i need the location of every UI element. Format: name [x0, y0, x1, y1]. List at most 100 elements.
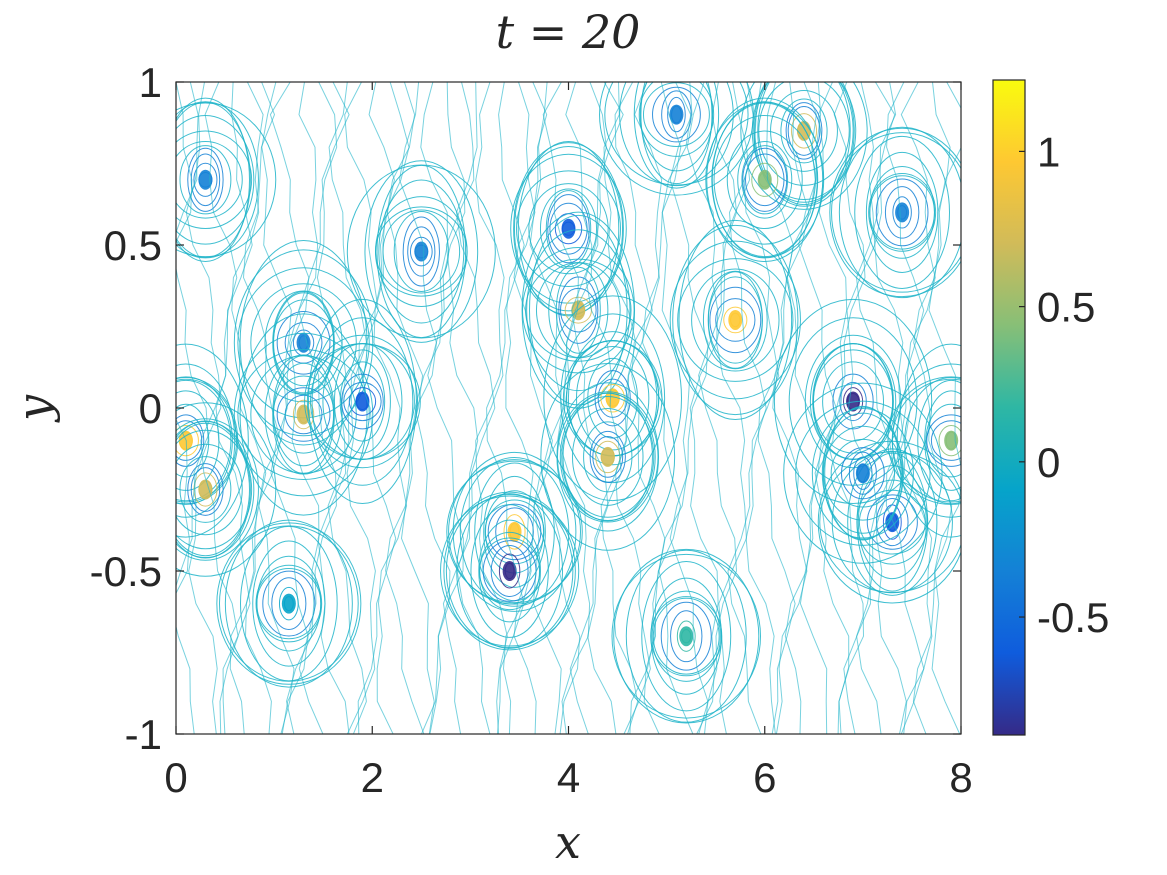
contour-line [741, 145, 789, 215]
contour-line [757, 82, 851, 206]
contour-line [567, 331, 658, 466]
contour-line [344, 82, 379, 734]
contour-line [187, 147, 224, 212]
contour-line [529, 82, 564, 734]
x-tick-label: 6 [753, 754, 776, 801]
contour-line [938, 424, 961, 457]
contour-line [826, 82, 866, 734]
contour-line [742, 147, 788, 212]
colorbar-tick-label: 0.5 [1037, 284, 1095, 331]
contour-line [374, 196, 468, 307]
contour-line [926, 414, 961, 467]
contour-line [652, 597, 720, 675]
contour-line [407, 226, 436, 277]
contour-line [795, 400, 931, 546]
contour-line [176, 101, 251, 258]
colorbar-tick-label: 1 [1037, 128, 1060, 175]
contour-line [838, 126, 961, 299]
contour-line [176, 422, 250, 557]
y-tick-label: 0 [139, 385, 162, 432]
contour-core [885, 512, 900, 533]
contour-line [614, 82, 653, 734]
contour-line [443, 491, 576, 651]
contour-line [304, 343, 421, 460]
contour-line [258, 82, 295, 734]
contour-line [821, 412, 904, 534]
contour-line [874, 82, 907, 734]
contour-line [785, 102, 823, 160]
contour-line [715, 298, 756, 342]
contour-line [743, 82, 780, 734]
contour-line [814, 82, 850, 734]
contour-line [787, 105, 821, 156]
contour-line [316, 82, 350, 734]
contour-line [757, 82, 796, 734]
contour-line [176, 403, 210, 478]
contour-line [541, 82, 581, 734]
contour-line [709, 286, 762, 354]
contour-line [176, 101, 259, 259]
contour-line [642, 82, 682, 734]
contour-core [571, 300, 586, 321]
contour-line [561, 396, 655, 518]
contour-line [176, 130, 253, 230]
contour-line [176, 343, 249, 538]
contour-line [276, 387, 331, 442]
contour-core [281, 593, 296, 614]
contour-line [642, 82, 710, 147]
contour-line [600, 383, 625, 413]
contour-line [702, 270, 768, 370]
contour-line [229, 82, 267, 734]
contour-line [503, 514, 526, 550]
contour-line [658, 82, 694, 734]
contour-line [569, 82, 609, 734]
contour-line [592, 436, 624, 478]
contour-core [561, 218, 576, 239]
contour-line [445, 493, 574, 649]
contour-line [513, 142, 624, 316]
colorbar-ticks: -0.5 0 0.5 1 [1019, 128, 1109, 641]
contour-line [273, 292, 335, 394]
colorbar-fill [993, 80, 1025, 735]
contour-line [819, 451, 961, 593]
contour-line [589, 430, 626, 483]
contour-line [891, 363, 961, 518]
contour-line [737, 141, 793, 219]
contour-line [726, 130, 803, 230]
contour-line [517, 141, 620, 317]
contour-line [727, 82, 767, 734]
contour-line [343, 381, 382, 422]
contour-line [264, 290, 343, 396]
contour-line [840, 447, 885, 500]
contour-line [925, 403, 961, 478]
contour-line [547, 194, 590, 264]
x-tick-label: 8 [949, 754, 972, 801]
contour-core [855, 463, 870, 484]
contour-line [539, 188, 598, 269]
contour-line [176, 424, 199, 457]
chart-title: t = 20 [496, 5, 641, 59]
contour-line [502, 82, 536, 734]
contour-line [855, 82, 896, 734]
contour-core [728, 309, 743, 330]
contour-line [829, 127, 961, 298]
contour-core [600, 446, 615, 467]
contour-line [513, 82, 553, 734]
contour-core [679, 626, 694, 647]
x-axis-label: x [555, 815, 581, 869]
contour-line [924, 390, 961, 491]
contour-line [490, 545, 529, 597]
contour-line [176, 443, 243, 536]
contour-line [667, 96, 686, 133]
contour-line [773, 298, 933, 505]
contour-line [866, 494, 918, 550]
contour-line [600, 82, 639, 734]
contour-line [526, 229, 631, 392]
contour-line [176, 418, 259, 561]
contour-line [884, 186, 920, 239]
contour-line [242, 82, 282, 734]
contour-line [723, 306, 748, 334]
contour-line [327, 82, 368, 734]
contour-line [783, 382, 943, 564]
